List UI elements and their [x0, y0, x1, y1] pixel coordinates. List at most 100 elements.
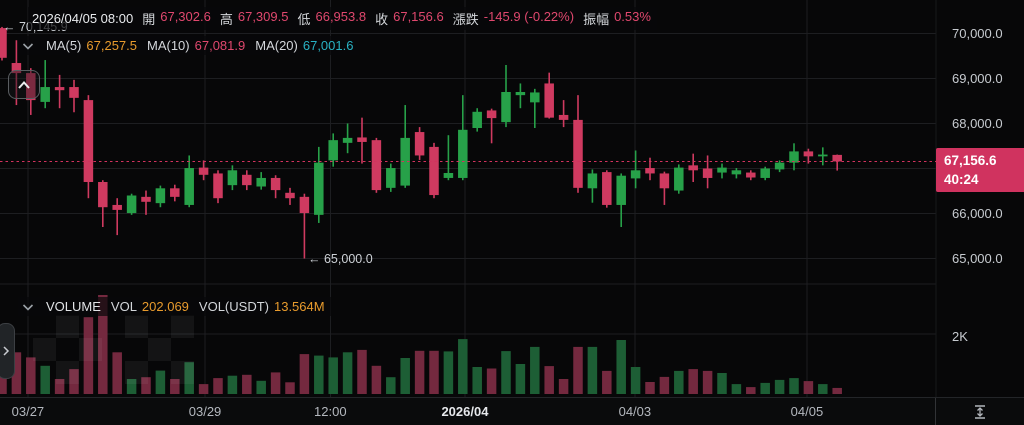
candle-body[interactable]: [731, 170, 742, 175]
volume-bar[interactable]: [688, 369, 698, 394]
candle-body[interactable]: [515, 92, 526, 96]
candle-body[interactable]: [227, 170, 238, 186]
candle-body[interactable]: [429, 146, 439, 196]
volume-bar[interactable]: [26, 357, 36, 394]
candle-body[interactable]: [328, 140, 338, 161]
scale-reset-corner[interactable]: [935, 398, 1024, 425]
candle-body[interactable]: [587, 173, 598, 189]
volume-bar[interactable]: [126, 379, 137, 394]
candle-body[interactable]: [155, 188, 166, 204]
volume-bar[interactable]: [803, 381, 814, 394]
candle-body[interactable]: [299, 196, 310, 214]
candle-body[interactable]: [242, 174, 252, 186]
volume-bar[interactable]: [69, 369, 79, 394]
volume-bar[interactable]: [328, 357, 338, 394]
volume-bar[interactable]: [458, 339, 468, 394]
volume-bar[interactable]: [227, 375, 238, 394]
candle-body[interactable]: [170, 188, 180, 197]
candle-body[interactable]: [386, 168, 396, 188]
volume-bar[interactable]: [0, 376, 7, 394]
candle-body[interactable]: [501, 92, 511, 123]
candle-body[interactable]: [832, 154, 842, 162]
volume-bar[interactable]: [573, 346, 583, 394]
volume-bar[interactable]: [40, 365, 50, 394]
candle-body[interactable]: [270, 177, 281, 191]
volume-bar[interactable]: [342, 352, 353, 394]
volume-bar[interactable]: [256, 380, 266, 394]
candle-body[interactable]: [126, 195, 137, 214]
volume-bar[interactable]: [11, 352, 22, 394]
volume-bar[interactable]: [98, 295, 108, 394]
candle-body[interactable]: [83, 100, 94, 182]
candle-body[interactable]: [760, 168, 770, 178]
candle-body[interactable]: [141, 196, 151, 202]
candle-body[interactable]: [256, 177, 266, 187]
candle-body[interactable]: [774, 162, 785, 170]
candle-body[interactable]: [357, 137, 367, 142]
volume-bar[interactable]: [54, 379, 65, 394]
candle-body[interactable]: [54, 87, 65, 91]
candle-body[interactable]: [645, 168, 655, 174]
volume-bar[interactable]: [544, 366, 554, 394]
volume-bar[interactable]: [270, 372, 281, 394]
volume-bar[interactable]: [371, 365, 382, 394]
candle-body[interactable]: [112, 204, 122, 210]
volume-bar[interactable]: [760, 382, 770, 394]
candle-body[interactable]: [717, 167, 727, 173]
candle-body[interactable]: [674, 167, 684, 191]
candle-body[interactable]: [558, 114, 569, 120]
volume-bar[interactable]: [746, 387, 756, 394]
price-axis[interactable]: 67,156.6 40:24 70,000.0 69,000.0 68,000.0 6…: [936, 0, 1024, 397]
candle-body[interactable]: [602, 172, 612, 205]
candle-body[interactable]: [40, 87, 50, 102]
candle-body[interactable]: [184, 168, 194, 205]
volume-bar[interactable]: [486, 368, 497, 395]
volume-bar[interactable]: [659, 376, 670, 394]
candle-body[interactable]: [69, 87, 79, 98]
candle-body[interactable]: [414, 132, 425, 156]
candle-body[interactable]: [472, 111, 482, 128]
volume-bar[interactable]: [515, 364, 526, 394]
volume-bar[interactable]: [170, 379, 180, 394]
chevron-down-icon[interactable]: [22, 303, 34, 311]
volume-bar[interactable]: [558, 379, 569, 394]
time-axis[interactable]: 03/27 03/29 12:00 2026/04 04/03 04/05: [0, 397, 1024, 425]
volume-bar[interactable]: [832, 387, 842, 394]
candle-body[interactable]: [285, 192, 295, 199]
volume-bar[interactable]: [429, 350, 439, 394]
volume-bar[interactable]: [141, 377, 151, 394]
volume-bar[interactable]: [818, 384, 828, 394]
candle-body[interactable]: [98, 182, 108, 208]
volume-bar[interactable]: [587, 346, 598, 394]
volume-bar[interactable]: [400, 358, 410, 394]
volume-bar[interactable]: [242, 374, 252, 394]
volume-bar[interactable]: [501, 351, 511, 394]
candle-body[interactable]: [544, 83, 554, 118]
candle-body[interactable]: [818, 154, 828, 157]
volume-bar[interactable]: [155, 370, 166, 394]
volume-bar[interactable]: [357, 349, 367, 394]
volume-bar[interactable]: [731, 384, 742, 394]
candle-body[interactable]: [443, 173, 454, 178]
side-panel-handle[interactable]: [0, 323, 15, 379]
candle-body[interactable]: [486, 110, 497, 119]
volume-bar[interactable]: [789, 378, 799, 394]
candle-body[interactable]: [11, 63, 22, 74]
candle-body[interactable]: [198, 167, 209, 175]
volume-bar[interactable]: [774, 379, 785, 394]
volume-bar[interactable]: [472, 367, 482, 394]
candle-body[interactable]: [213, 173, 223, 199]
candle-body[interactable]: [630, 170, 641, 179]
candle-body[interactable]: [26, 73, 36, 101]
volume-bar[interactable]: [616, 340, 626, 394]
volume-bar[interactable]: [414, 350, 425, 394]
candle-body[interactable]: [702, 168, 713, 178]
candle-body[interactable]: [659, 173, 670, 189]
candle-body[interactable]: [342, 137, 353, 143]
candle-body[interactable]: [616, 175, 626, 205]
candle-body[interactable]: [400, 137, 410, 186]
volume-bar[interactable]: [386, 377, 396, 394]
volume-bar[interactable]: [213, 378, 223, 394]
volume-bar[interactable]: [285, 382, 295, 394]
